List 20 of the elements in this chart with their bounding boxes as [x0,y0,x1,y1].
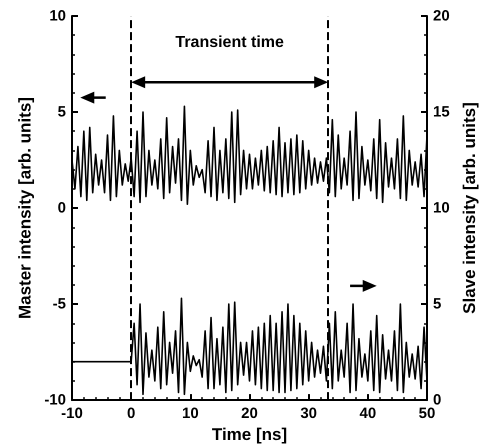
x-tick-label: 40 [359,405,376,422]
y2-tick-label: 5 [433,296,442,313]
annotation: Transient time [175,34,284,52]
x-tick-label: 0 [126,405,136,422]
y-tick-label: -5 [52,296,66,313]
y-tick-label: 0 [58,200,66,217]
y2-tick-label: 10 [433,200,450,217]
x-tick-label: 20 [241,405,258,422]
y2-tick-label: 15 [433,104,450,121]
y-tick-label: 10 [49,8,66,24]
y2-tick-label: 0 [433,392,442,409]
x-tick-label: 50 [418,405,436,422]
x-tick-label: 10 [182,405,199,422]
x-axis-title: Time [ns] [212,425,288,444]
y-tick-label: -10 [44,392,66,409]
y-tick-label: 5 [58,104,66,121]
y2-axis-title: Slave intensity [arb. units] [460,102,479,314]
y-axis-title: Master intensity [arb. units] [15,97,34,320]
x-tick-label: 30 [300,405,318,422]
y2-tick-label: 20 [433,8,450,24]
